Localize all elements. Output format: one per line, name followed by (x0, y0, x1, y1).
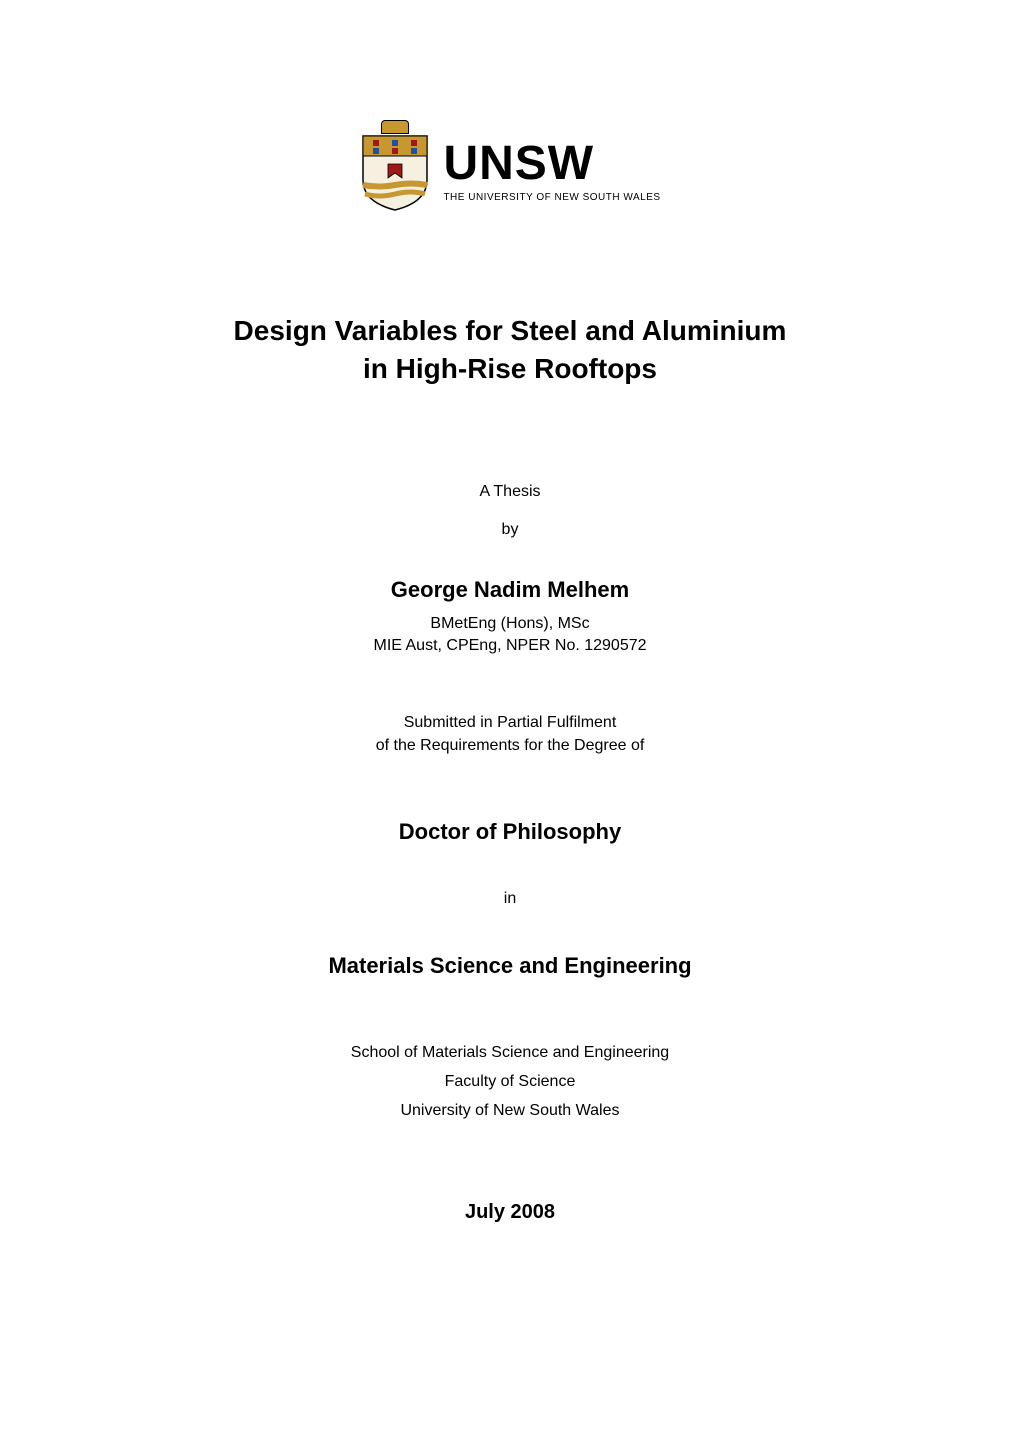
crest-crown-icon (381, 120, 409, 134)
title-page: UNSW THE UNIVERSITY OF NEW SOUTH WALES D… (0, 0, 1020, 1442)
title-line-2: in High-Rise Rooftops (363, 353, 657, 384)
unsw-crest-icon (359, 130, 431, 212)
submission-date: July 2008 (465, 1201, 555, 1224)
degree-name: Doctor of Philosophy (399, 819, 621, 845)
in-label: in (504, 890, 516, 908)
fulfilment-line-1: Submitted in Partial Fulfilment (404, 714, 617, 731)
by-label: by (502, 521, 519, 539)
institution-line-1: School of Materials Science and Engineer… (351, 1044, 669, 1061)
document-type: A Thesis (479, 483, 540, 501)
institution-line-3: University of New South Wales (400, 1102, 619, 1119)
thesis-title: Design Variables for Steel and Aluminium… (234, 312, 787, 388)
university-acronym: UNSW (443, 140, 660, 188)
credentials-line-2: MIE Aust, CPEng, NPER No. 1290572 (373, 637, 646, 654)
university-full-name: THE UNIVERSITY OF NEW SOUTH WALES (443, 192, 660, 203)
title-line-1: Design Variables for Steel and Aluminium (234, 315, 787, 346)
institution-block: School of Materials Science and Engineer… (351, 1039, 669, 1125)
fulfilment-statement: Submitted in Partial Fulfilment of the R… (376, 712, 645, 757)
logo-text-block: UNSW THE UNIVERSITY OF NEW SOUTH WALES (443, 140, 660, 203)
shield-icon (359, 130, 431, 212)
author-credentials: BMetEng (Hons), MSc MIE Aust, CPEng, NPE… (373, 613, 646, 658)
credentials-line-1: BMetEng (Hons), MSc (430, 615, 589, 632)
author-name: George Nadim Melhem (391, 577, 629, 603)
field-name: Materials Science and Engineering (328, 953, 691, 979)
university-logo: UNSW THE UNIVERSITY OF NEW SOUTH WALES (359, 130, 660, 212)
institution-line-2: Faculty of Science (445, 1073, 576, 1090)
fulfilment-line-2: of the Requirements for the Degree of (376, 737, 645, 754)
